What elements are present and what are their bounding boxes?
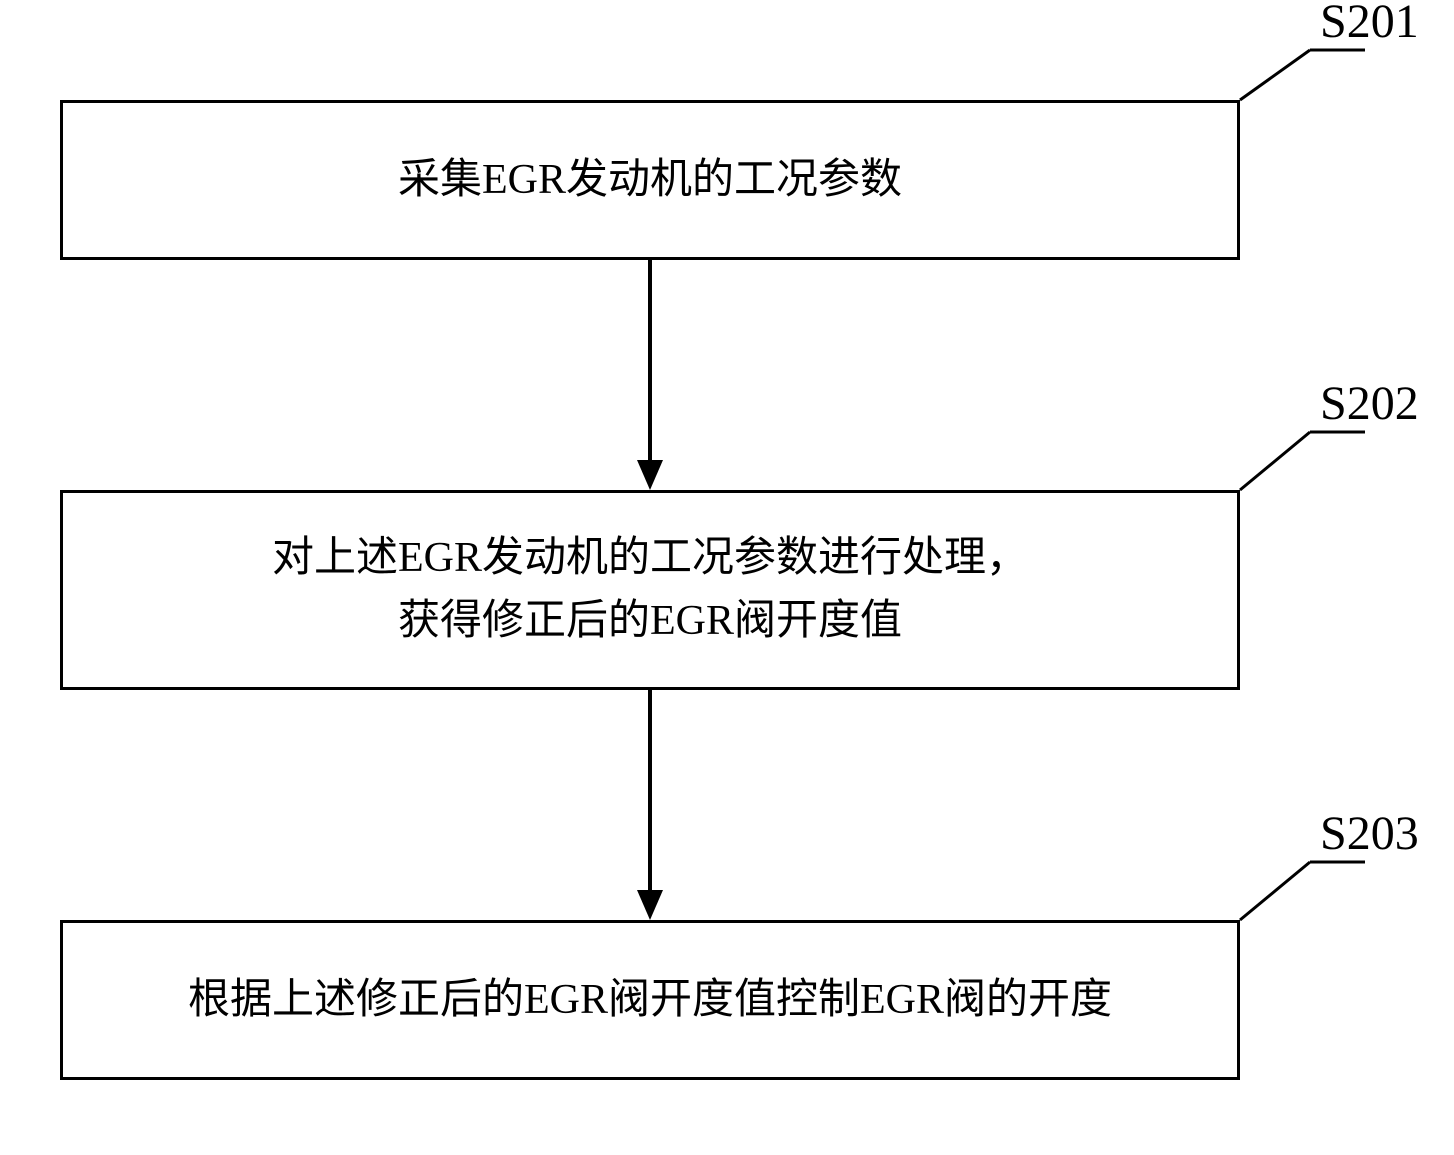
leader-line-s203 [0,0,1454,1155]
flowchart-canvas: 采集EGR发动机的工况参数 S201 对上述EGR发动机的工况参数进行处理， 获… [0,0,1454,1155]
step-label-s203: S203 [1320,806,1419,861]
